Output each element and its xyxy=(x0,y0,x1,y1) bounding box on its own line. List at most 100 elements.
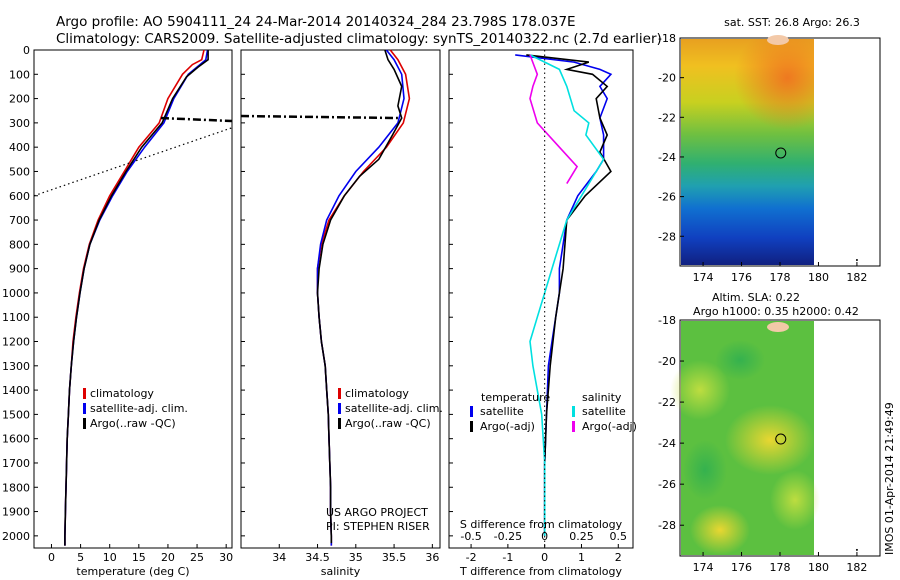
y-tick-label: -22 xyxy=(658,111,676,124)
legend-label: satellite xyxy=(480,405,524,418)
y-tick-label: -20 xyxy=(658,355,676,368)
y-tick-label: 1200 xyxy=(2,336,30,349)
y-tick-label: 500 xyxy=(9,165,30,178)
sla-blob xyxy=(670,360,730,420)
y-tick-label: 1700 xyxy=(2,457,30,470)
y-tick-label: 100 xyxy=(9,68,30,81)
series-line xyxy=(529,54,579,185)
x-tick-label: 15 xyxy=(132,551,146,564)
sst-warm-patch xyxy=(681,39,814,169)
x-tick-label: 178 xyxy=(770,561,791,574)
y-tick-label: -24 xyxy=(658,151,676,164)
legend-swatch xyxy=(338,388,341,399)
legend-swatch xyxy=(83,388,86,399)
argo-location-marker xyxy=(775,433,787,445)
sla-blob xyxy=(690,505,750,555)
x-tick-label: 10 xyxy=(103,551,117,564)
x-tick-label: 176 xyxy=(731,271,752,284)
thermocline-slope-line xyxy=(33,127,233,197)
x-tick-label: 176 xyxy=(731,561,752,574)
y-tick-label: 1500 xyxy=(2,408,30,421)
header-line-2: Climatology: CARS2009. Satellite-adjuste… xyxy=(56,31,662,47)
legend-label: satellite-adj. clim. xyxy=(345,402,443,415)
x-tick-label: 0 xyxy=(541,551,548,564)
y-tick-label: 900 xyxy=(9,263,30,276)
mixed-layer-line xyxy=(240,114,398,120)
difference-frame xyxy=(448,49,634,549)
s-axis-label: S difference from climatology xyxy=(460,518,623,531)
legend-label: satellite-adj. clim. xyxy=(90,402,188,415)
x-tick-label: 34 xyxy=(272,551,286,564)
y-tick-label: 1800 xyxy=(2,481,30,494)
x-tick-label: 180 xyxy=(808,271,829,284)
sst-map-title: sat. SST: 26.8 Argo: 26.3 xyxy=(724,16,860,29)
sla-blob xyxy=(715,340,765,380)
x-tick-label: 180 xyxy=(808,561,829,574)
imos-stamp: IMOS 01-Apr-2014 21:49:49 xyxy=(883,402,896,555)
legend-label: Argo(..raw -QC) xyxy=(90,417,176,430)
series-line xyxy=(64,50,209,546)
sst-island xyxy=(767,35,789,45)
x-tick-label: 36 xyxy=(425,551,439,564)
sla-blob xyxy=(770,470,820,530)
series-line xyxy=(529,54,605,536)
mixed-layer-line xyxy=(160,116,233,123)
y-tick-label: 400 xyxy=(9,141,30,154)
x-tick-label: -2 xyxy=(466,551,477,564)
x-tick-label: 30 xyxy=(219,551,233,564)
y-tick-label: -28 xyxy=(658,230,676,243)
header-line-1: Argo profile: AO 5904111_24 24-Mar-2014 … xyxy=(56,14,576,30)
y-tick-label: -28 xyxy=(658,519,676,532)
x-tick-label: 2 xyxy=(615,551,622,564)
legend-swatch xyxy=(83,418,86,429)
y-tick-label: 2000 xyxy=(2,530,30,543)
small-island-marker xyxy=(855,259,858,262)
y-tick-label: -18 xyxy=(658,32,676,45)
series-line xyxy=(526,54,612,536)
x-axis-label: T difference from climatology xyxy=(459,565,622,578)
x-tick-label: 35.5 xyxy=(382,551,407,564)
legend-label: Argo(-adj) xyxy=(582,420,637,433)
y-tick-label: 1400 xyxy=(2,384,30,397)
x-tick-label: 5 xyxy=(77,551,84,564)
legend-swatch xyxy=(338,403,341,414)
pi-credit: PI: STEPHEN RISER xyxy=(326,520,430,533)
legend-swatch xyxy=(83,403,86,414)
series-line xyxy=(515,54,613,536)
sla-map-subtitle: Argo h1000: 0.35 h2000: 0.42 xyxy=(693,305,859,318)
legend-label: satellite xyxy=(582,405,626,418)
x-axis-label: temperature (deg C) xyxy=(76,565,189,578)
x-axis-label: salinity xyxy=(321,565,361,578)
y-tick-label: -24 xyxy=(658,437,676,450)
salinity-panel: 34 34.5 35 35.5 36 salinity climatology satelli… xyxy=(240,49,443,578)
s-tick-label: 0 xyxy=(541,530,548,543)
s-tick-label: 0.25 xyxy=(569,530,594,543)
x-tick-label: 174 xyxy=(693,271,714,284)
sla-blob xyxy=(683,440,727,500)
x-tick-label: 0 xyxy=(48,551,55,564)
legend-label: climatology xyxy=(345,387,409,400)
y-tick-label: 200 xyxy=(9,93,30,106)
y-tick-label: -26 xyxy=(658,478,676,491)
y-tick-label: 0 xyxy=(23,44,30,57)
temperature-panel: 0100200300400500600700800900100011001200… xyxy=(2,44,233,578)
project-credit: US ARGO PROJECT xyxy=(326,506,428,519)
x-tick-label: 174 xyxy=(693,561,714,574)
small-island-marker xyxy=(855,548,858,551)
sla-island xyxy=(767,322,789,332)
sla-blob xyxy=(725,405,815,475)
y-tick-label: 1900 xyxy=(2,506,30,519)
s-tick-label: -0.25 xyxy=(494,530,522,543)
sst-map: sat. SST: 26.8 Argo: 26.3 174 176 178 180 18… xyxy=(658,16,881,284)
legend-label: climatology xyxy=(90,387,154,400)
y-tick-label: 300 xyxy=(9,117,30,130)
sla-map-title: Altim. SLA: 0.22 xyxy=(712,291,800,304)
x-tick-label: 182 xyxy=(846,271,867,284)
sla-map: Altim. SLA: 0.22 Argo h1000: 0.35 h2000:… xyxy=(658,291,881,574)
x-tick-label: 25 xyxy=(190,551,204,564)
s-tick-label: -0.5 xyxy=(460,530,481,543)
difference-panel: -2 -1 0 1 2T difference from climatology -0.5… xyxy=(448,49,637,578)
y-tick-label: 800 xyxy=(9,238,30,251)
x-tick-label: 1 xyxy=(578,551,585,564)
y-tick-label: 1600 xyxy=(2,433,30,446)
